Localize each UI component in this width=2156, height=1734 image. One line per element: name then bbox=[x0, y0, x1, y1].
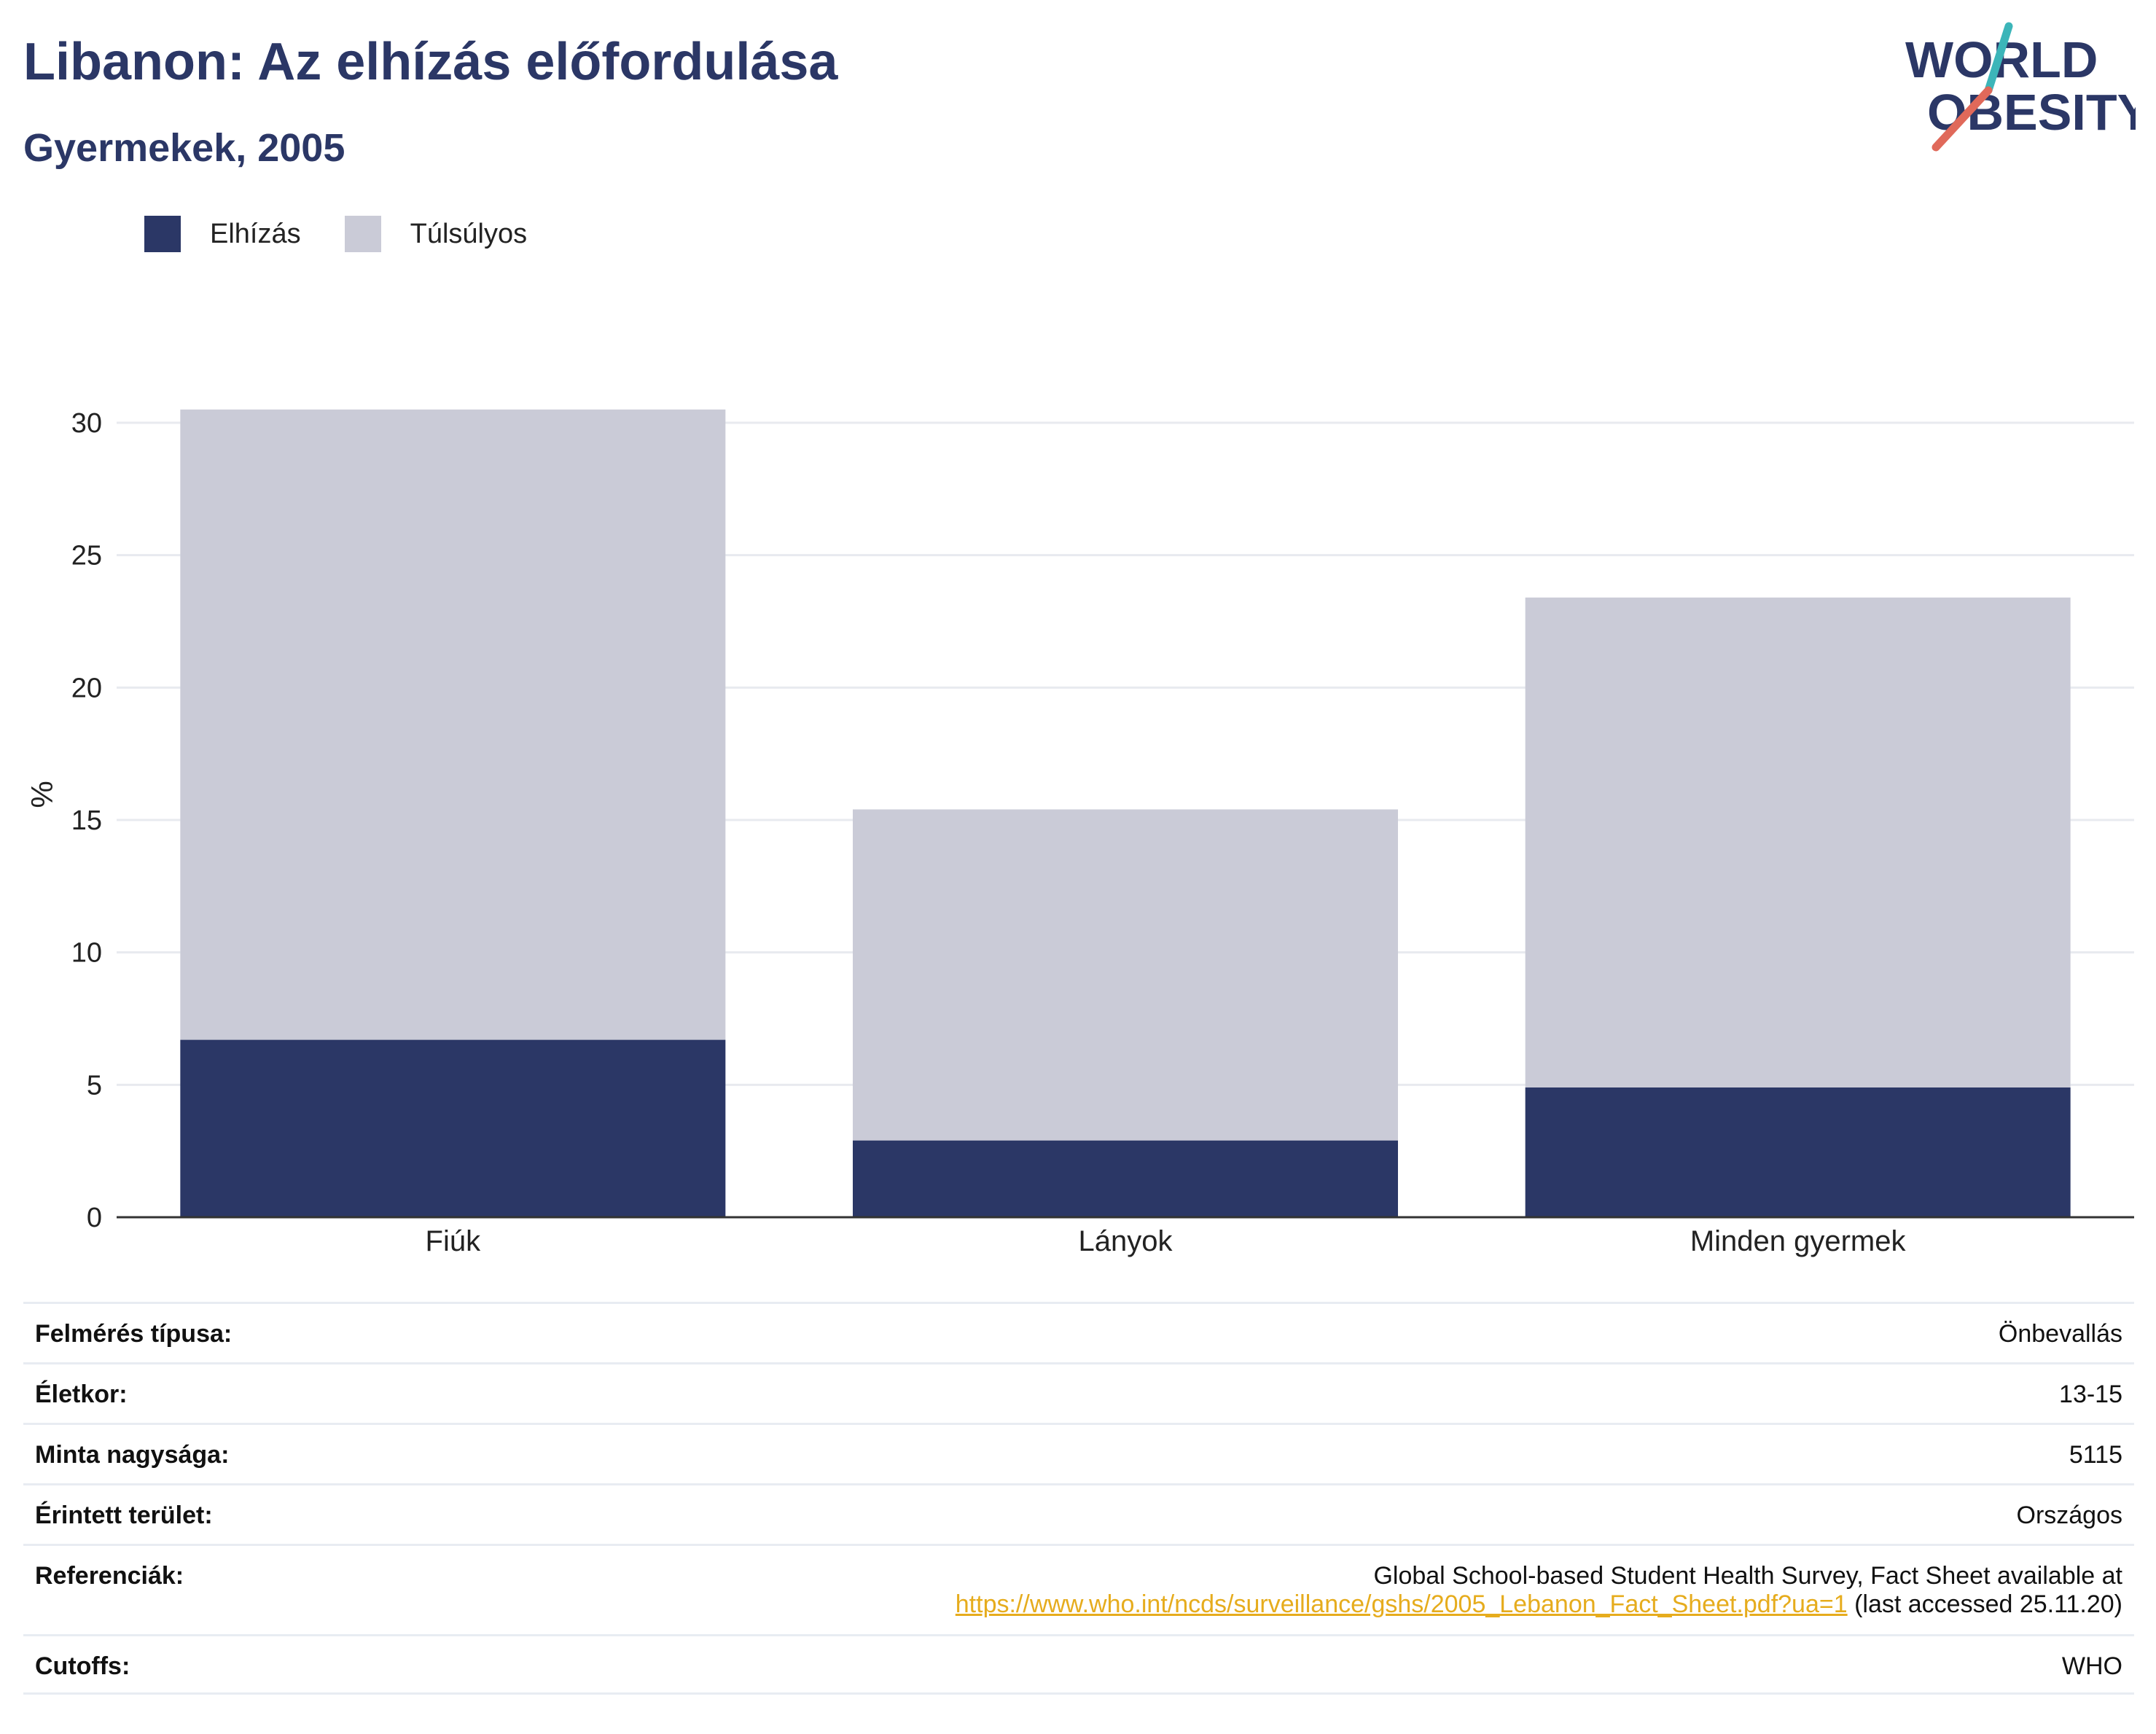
reference-text: Global School-based Student Health Surve… bbox=[1373, 1562, 2122, 1590]
reference-suffix: (last accessed 25.11.20) bbox=[1847, 1590, 2122, 1618]
info-row-references: Referenciák: Global School-based Student… bbox=[23, 1544, 2134, 1634]
info-label: Cutoffs: bbox=[35, 1652, 130, 1680]
x-tick-label: Fiúk bbox=[426, 1225, 482, 1257]
y-tick-label: 30 bbox=[71, 408, 102, 439]
y-tick-label: 25 bbox=[71, 541, 102, 571]
legend-label-obesity: Elhízás bbox=[210, 218, 301, 249]
legend-swatch-overweight bbox=[344, 216, 381, 252]
y-tick-label: 15 bbox=[71, 805, 102, 836]
info-label: Referenciák: bbox=[35, 1562, 184, 1590]
world-obesity-logo: WORLD OBESITY bbox=[1905, 22, 2136, 152]
x-tick-label: Minden gyermek bbox=[1690, 1225, 1907, 1257]
reference-link[interactable]: https://www.who.int/ncds/surveillance/gs… bbox=[955, 1590, 1848, 1618]
bar-overweight[interactable] bbox=[853, 809, 1398, 1141]
info-row-survey-type: Felmérés típusa: Önbevallás bbox=[23, 1302, 2134, 1362]
legend-item-obesity[interactable]: Elhízás bbox=[144, 216, 301, 252]
info-label: Érintett terület: bbox=[35, 1501, 213, 1529]
info-label: Életkor: bbox=[35, 1380, 128, 1408]
logo-slash-teal bbox=[1984, 22, 2013, 95]
bar-overweight[interactable] bbox=[180, 409, 726, 1040]
info-row-area: Érintett terület: Országos bbox=[23, 1483, 2134, 1544]
bar-obesity[interactable] bbox=[1525, 1087, 2071, 1217]
x-tick-label: Lányok bbox=[1079, 1225, 1173, 1257]
info-label: Minta nagysága: bbox=[35, 1441, 230, 1469]
legend-swatch-obesity bbox=[144, 216, 181, 252]
info-row-age: Életkor: 13-15 bbox=[23, 1362, 2134, 1423]
y-tick-label: 5 bbox=[87, 1070, 102, 1101]
y-tick-label: 10 bbox=[71, 938, 102, 969]
legend-label-overweight: Túlsúlyos bbox=[410, 218, 528, 249]
bar-overweight[interactable] bbox=[1525, 597, 2071, 1087]
info-value: WHO bbox=[2061, 1652, 2122, 1680]
info-value-references: Global School-based Student Health Surve… bbox=[956, 1562, 2122, 1619]
info-row-sample-size: Minta nagysága: 5115 bbox=[23, 1423, 2134, 1483]
legend: Elhízás Túlsúlyos bbox=[144, 216, 571, 252]
bar-obesity[interactable] bbox=[853, 1140, 1398, 1217]
legend-item-overweight[interactable]: Túlsúlyos bbox=[344, 216, 528, 252]
logo-word-obesity: OBESITY bbox=[1927, 84, 2136, 141]
chart-subtitle: Gyermekek, 2005 bbox=[23, 126, 345, 170]
y-tick-label: 0 bbox=[87, 1203, 102, 1233]
info-table: Felmérés típusa: Önbevallás Életkor: 13-… bbox=[23, 1302, 2134, 1695]
y-tick-label: 20 bbox=[71, 673, 102, 703]
info-value: 13-15 bbox=[2059, 1380, 2122, 1408]
info-row-cutoffs: Cutoffs: WHO bbox=[23, 1634, 2134, 1695]
info-label: Felmérés típusa: bbox=[35, 1320, 233, 1348]
bar-obesity[interactable] bbox=[180, 1039, 726, 1217]
info-value: 5115 bbox=[2069, 1441, 2122, 1469]
logo-slash-coral bbox=[1932, 86, 1993, 152]
info-value: Önbevallás bbox=[1998, 1320, 2122, 1348]
chart-title: Libanon: Az elhízás előfordulása bbox=[23, 33, 838, 91]
stacked-bar-chart: 0 5 10 15 20 25 30% Fiúk Lányok Minden gyermek bbox=[25, 408, 2134, 1257]
y-axis-label: % bbox=[25, 781, 59, 808]
info-value: Országos bbox=[2016, 1501, 2123, 1529]
